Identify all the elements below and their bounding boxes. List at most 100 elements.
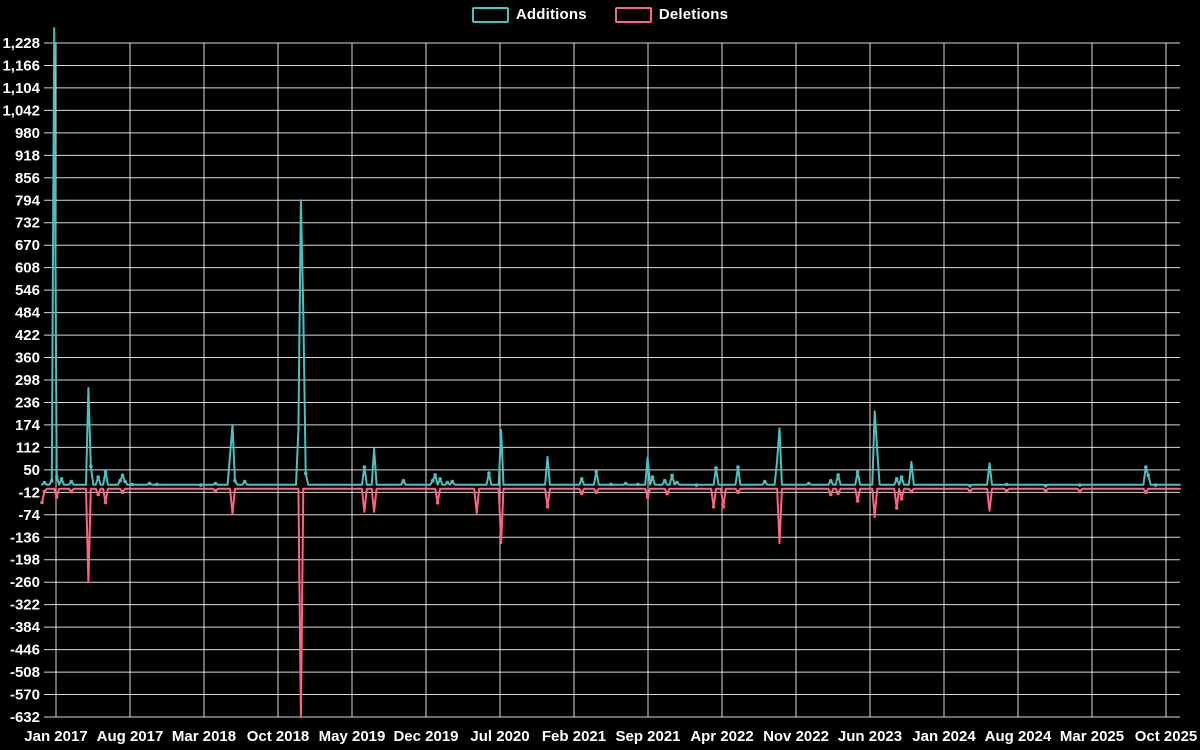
data-point-additions [433, 473, 438, 477]
data-point-deletions [40, 500, 44, 505]
data-point-additions [147, 481, 152, 486]
data-point-additions [198, 483, 203, 487]
data-point-deletions [721, 505, 726, 509]
y-tick-label: 732 [15, 215, 40, 232]
data-point-additions [636, 482, 640, 487]
data-point-additions [233, 478, 237, 483]
y-tick-label: -136 [10, 529, 40, 546]
y-tick-label: -74 [18, 507, 40, 524]
x-tick-label: Sep 2021 [615, 728, 680, 745]
y-tick-label: -632 [10, 709, 40, 726]
y-tick-label: 484 [15, 305, 41, 322]
data-point-additions [1043, 484, 1048, 488]
data-point-deletions [96, 492, 100, 497]
legend-label-additions: Additions [515, 6, 587, 23]
data-point-deletions [968, 489, 972, 494]
legend-item-additions[interactable]: Additions [471, 6, 587, 23]
x-tick-label: Jun 2023 [838, 728, 902, 745]
y-tick-label: 918 [15, 147, 40, 164]
y-tick-label: 546 [15, 282, 40, 299]
y-tick-label: 422 [15, 327, 40, 344]
data-point-deletions [435, 501, 440, 505]
x-tick-label: Apr 2022 [690, 728, 753, 745]
data-point-additions [1144, 465, 1148, 469]
data-point-additions [445, 480, 450, 485]
data-point-deletions [855, 499, 860, 503]
y-tick-label: -508 [10, 664, 40, 681]
data-point-additions [894, 477, 899, 481]
data-point-deletions [736, 490, 740, 495]
series-line-additions [41, 27, 1181, 487]
data-point-additions [694, 483, 699, 487]
y-tick-label: 298 [15, 372, 40, 389]
y-tick-label: 980 [15, 125, 40, 142]
x-tick-label: Jul 2020 [470, 728, 529, 745]
data-point-additions [662, 478, 667, 483]
data-point-deletions [213, 489, 218, 493]
data-point-additions [430, 478, 435, 483]
y-tick-label: 1,104 [2, 80, 40, 97]
y-tick-label: 112 [16, 439, 40, 456]
data-point-deletions [894, 506, 899, 510]
data-point-deletions [909, 489, 914, 494]
data-point-deletions [42, 489, 47, 494]
data-point-additions [96, 475, 100, 479]
legend-label-deletions: Deletions [658, 6, 729, 23]
data-point-additions [670, 473, 674, 478]
y-tick-label: 360 [15, 350, 40, 367]
data-point-deletions [103, 500, 108, 505]
data-point-additions [807, 481, 811, 486]
data-point-deletions [1144, 490, 1148, 495]
data-point-additions [303, 471, 308, 476]
data-point-additions [69, 479, 74, 484]
data-point-deletions [54, 495, 59, 499]
y-tick-label: -198 [10, 552, 40, 569]
y-tick-label: -570 [10, 687, 40, 704]
data-point-additions [213, 481, 218, 486]
x-tick-label: May 2019 [319, 728, 386, 745]
data-point-additions [675, 480, 679, 485]
data-point-additions [968, 484, 972, 488]
data-point-additions [829, 478, 833, 483]
data-point-deletions [1004, 489, 1009, 493]
data-point-additions [59, 477, 64, 481]
y-tick-label: 174 [15, 417, 41, 434]
x-tick-label: Mar 2025 [1060, 728, 1124, 745]
data-point-deletions [545, 505, 550, 509]
data-point-additions [130, 482, 135, 487]
y-tick-label: -12 [18, 484, 40, 501]
y-tick-label: -260 [10, 574, 40, 591]
data-point-deletions [1043, 489, 1048, 493]
y-tick-label: 1,228 [2, 35, 40, 52]
data-point-additions [362, 465, 367, 469]
y-tick-label: -322 [10, 597, 40, 614]
data-point-deletions [579, 491, 584, 496]
data-point-additions [650, 475, 655, 479]
x-tick-label: Jan 2017 [24, 728, 87, 745]
data-point-additions [155, 482, 159, 487]
x-tick-label: Oct 2018 [247, 728, 310, 745]
y-tick-label: -446 [10, 642, 40, 659]
data-point-additions [42, 480, 47, 485]
data-point-additions [763, 479, 767, 484]
data-point-additions [714, 466, 718, 470]
y-tick-label: 1,166 [2, 57, 40, 74]
data-point-additions [594, 469, 599, 474]
data-point-additions [123, 479, 127, 484]
data-point-additions [736, 465, 740, 469]
x-tick-label: Aug 2024 [985, 728, 1052, 745]
data-point-additions [438, 477, 442, 481]
data-point-additions [118, 478, 122, 483]
data-point-additions [855, 470, 860, 474]
y-tick-label: 856 [15, 170, 40, 187]
y-tick-label: 236 [15, 394, 40, 411]
y-tick-label: 1,042 [2, 102, 40, 119]
data-point-deletions [1078, 489, 1082, 494]
data-point-additions [1153, 483, 1158, 487]
data-point-deletions [69, 489, 74, 494]
data-point-additions [1004, 482, 1009, 487]
data-point-additions [120, 473, 125, 478]
data-point-additions [89, 464, 93, 469]
legend-item-deletions[interactable]: Deletions [614, 6, 729, 23]
